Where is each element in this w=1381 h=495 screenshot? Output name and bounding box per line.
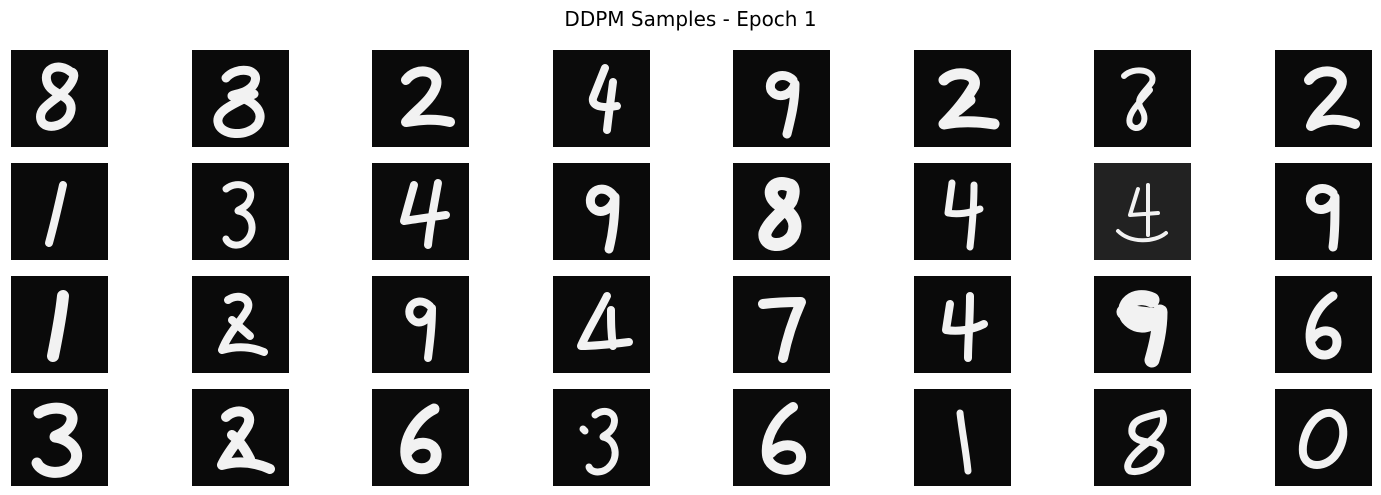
digit-stroke — [1304, 66, 1360, 131]
digit-stroke — [31, 402, 83, 478]
sample-image — [733, 389, 830, 486]
sample-image — [553, 389, 650, 486]
digit-stroke — [761, 402, 806, 475]
digit-stroke — [36, 62, 79, 131]
digit-stroke — [577, 292, 633, 350]
digit-stroke — [1116, 183, 1168, 243]
sample-image — [1094, 389, 1191, 486]
digit-9-glyph — [1116, 290, 1168, 368]
digit-stroke — [401, 66, 455, 127]
sample-image — [733, 276, 830, 373]
sample-image — [553, 50, 650, 147]
digit-2-glyph — [217, 406, 275, 474]
digit-stroke — [938, 68, 1000, 130]
sample-image — [553, 276, 650, 373]
digit-stroke — [585, 184, 620, 254]
digit-3-glyph — [579, 408, 619, 476]
digit-9-glyph — [405, 297, 436, 362]
digit-6-glyph — [761, 402, 806, 475]
sample-image — [914, 50, 1011, 147]
digit-4-glyph — [942, 292, 988, 362]
digit-stroke — [213, 65, 265, 138]
sample-image — [733, 50, 830, 147]
sample-image — [1094, 276, 1191, 373]
sample-image — [914, 389, 1011, 486]
digit-1-glyph — [956, 409, 972, 475]
sample-image — [192, 389, 289, 486]
digit-1-glyph — [45, 181, 67, 247]
digit-stroke — [217, 406, 275, 474]
sample-image — [192, 276, 289, 373]
digit-8-glyph — [1121, 67, 1156, 131]
digit-stroke — [47, 290, 69, 362]
digit-stroke — [956, 409, 972, 475]
figure-title: DDPM Samples - Epoch 1 — [564, 7, 817, 31]
digit-stroke — [942, 292, 988, 362]
digit-stroke — [222, 181, 256, 249]
digit-stroke — [405, 297, 436, 362]
sample-image — [192, 50, 289, 147]
digit-6-glyph — [400, 403, 442, 475]
sample-image — [553, 163, 650, 260]
digit-4-glyph — [1116, 183, 1168, 243]
digit-7-glyph — [758, 297, 806, 363]
digit-stroke — [944, 179, 984, 251]
digit-8-glyph — [36, 62, 79, 131]
digit-2-glyph — [218, 292, 268, 356]
digit-9-glyph — [1305, 184, 1340, 252]
digit-6-glyph — [1305, 291, 1342, 360]
digit-4-glyph — [577, 292, 633, 350]
digit-2-glyph — [1304, 66, 1360, 131]
digit-2-glyph — [938, 68, 1000, 130]
sample-image — [11, 389, 108, 486]
digit-stroke — [1124, 409, 1167, 476]
digit-3-glyph — [31, 402, 83, 478]
digit-4-glyph — [944, 179, 984, 251]
digit-0-glyph — [1298, 409, 1348, 469]
sample-image — [914, 163, 1011, 260]
digit-4-glyph — [400, 179, 450, 249]
sample-image — [914, 276, 1011, 373]
sample-image — [192, 163, 289, 260]
digit-stroke — [45, 181, 67, 247]
sample-image — [11, 50, 108, 147]
sample-image — [372, 50, 469, 147]
digit-stroke — [1305, 184, 1340, 252]
digit-8-glyph — [1124, 409, 1167, 476]
digit-4-glyph — [588, 64, 621, 134]
digit-stroke — [218, 292, 268, 356]
digit-stroke — [765, 71, 800, 139]
digit-stroke — [588, 64, 621, 134]
digit-stroke — [1116, 290, 1168, 368]
digit-stroke — [579, 408, 619, 476]
digit-stroke — [1121, 67, 1156, 131]
digit-9-glyph — [765, 71, 800, 139]
digit-9-glyph — [585, 184, 620, 254]
sample-image — [11, 163, 108, 260]
sample-image — [1275, 389, 1372, 486]
digit-stroke — [758, 297, 806, 363]
sample-image — [733, 163, 830, 260]
sample-image — [372, 163, 469, 260]
sample-image — [1094, 50, 1191, 147]
sample-image — [1275, 163, 1372, 260]
digit-stroke — [1305, 291, 1342, 360]
sample-image — [11, 276, 108, 373]
sample-image — [372, 276, 469, 373]
digit-stroke — [758, 177, 802, 251]
digit-3-glyph — [222, 181, 256, 249]
digit-stroke — [1298, 409, 1348, 469]
sample-image — [1275, 276, 1372, 373]
sample-image — [1275, 50, 1372, 147]
digit-stroke — [400, 403, 442, 475]
digit-stroke — [400, 179, 450, 249]
sample-image — [372, 389, 469, 486]
digit-8-glyph — [758, 177, 802, 251]
digit-8-glyph — [213, 65, 265, 138]
digit-1-glyph — [47, 290, 69, 362]
sample-image — [1094, 163, 1191, 260]
digit-2-glyph — [401, 66, 455, 127]
